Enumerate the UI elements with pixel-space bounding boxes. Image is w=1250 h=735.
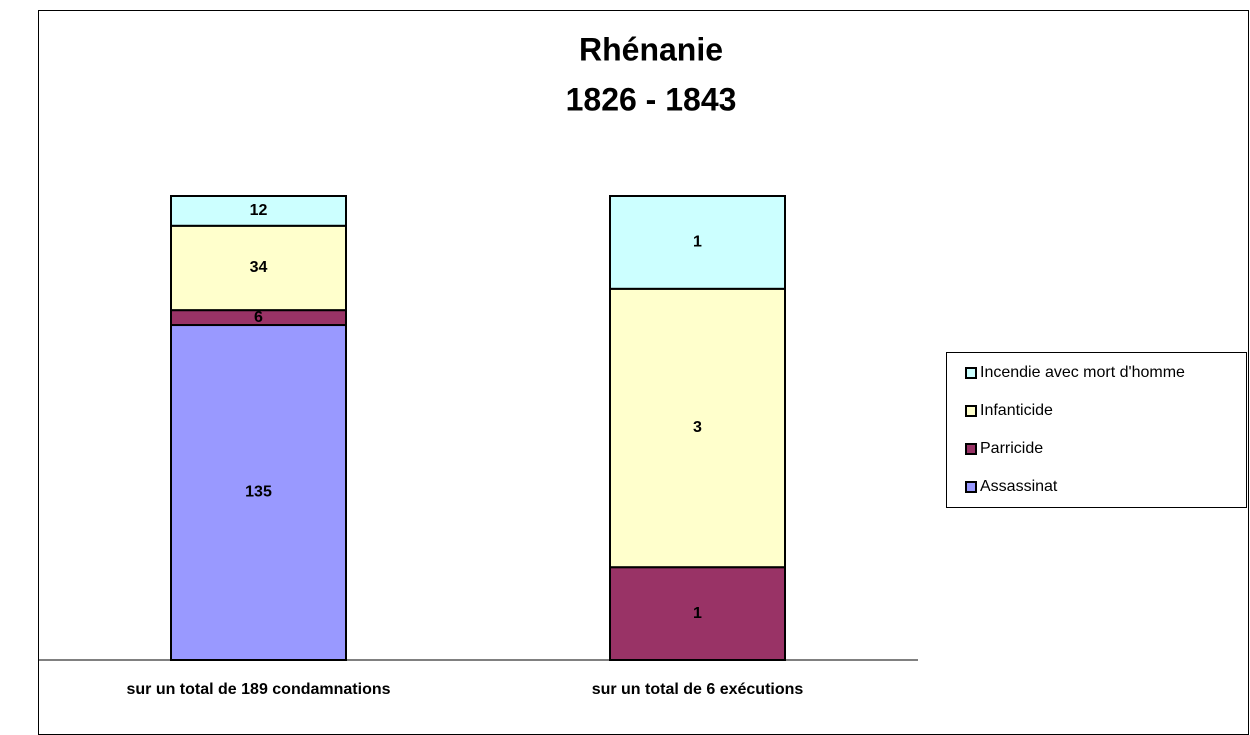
data-label: 135 <box>245 484 272 501</box>
legend-label: Infanticide <box>980 402 1053 419</box>
bar-segment <box>170 195 347 227</box>
legend-swatch <box>965 367 977 379</box>
bar-segment <box>170 224 347 312</box>
chart-title: 1826 - 1843 <box>566 81 737 117</box>
legend-label: Incendie avec mort d'homme <box>980 364 1185 381</box>
data-label: 1 <box>693 234 702 251</box>
x-tick-label: sur un total de 189 condamnations <box>126 681 390 698</box>
data-label: 12 <box>250 202 268 219</box>
bar-segment <box>170 324 347 661</box>
data-label: 1 <box>693 605 702 622</box>
data-label: 6 <box>254 309 263 326</box>
x-tick-label: sur un total de 6 exécutions <box>592 681 804 698</box>
data-label: 3 <box>693 419 702 436</box>
legend-swatch <box>965 443 977 455</box>
chart-title: Rhénanie <box>579 31 723 67</box>
legend-label: Assassinat <box>980 478 1058 495</box>
bar-segment <box>609 287 786 569</box>
legend-label: Parricide <box>980 440 1043 457</box>
bar-segment <box>609 195 786 290</box>
legend-swatch <box>965 481 977 493</box>
legend-box <box>946 352 1247 508</box>
legend-swatch <box>965 405 977 417</box>
data-label: 34 <box>250 259 268 276</box>
